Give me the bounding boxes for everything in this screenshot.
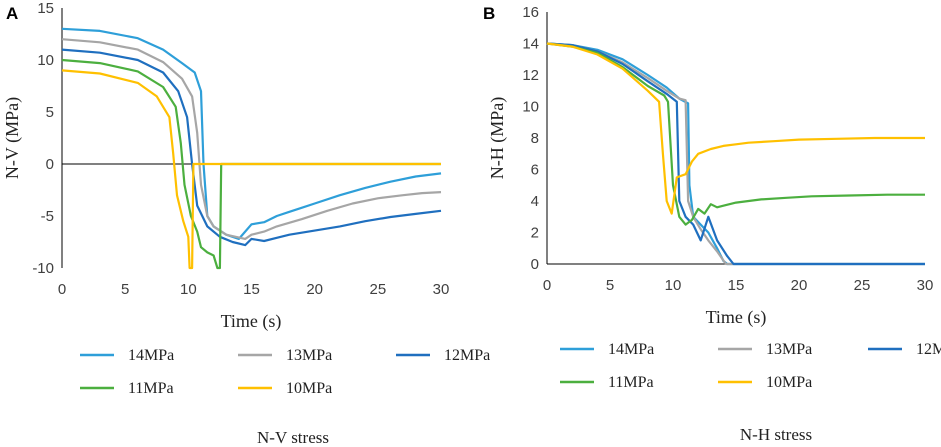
panel-a-y-tick-label: 10: [37, 52, 54, 69]
panel-a-series-11mpa: [61, 58, 441, 270]
panel-b-series-10mpa: [546, 42, 925, 215]
panel-a-x-axis-title: Time (s): [221, 311, 282, 332]
panel-b-y-tick-label: 10: [522, 99, 539, 116]
panel-a-caption: N-V stress: [257, 428, 329, 447]
panel-b-y-tick-label: 14: [522, 36, 539, 53]
panel-a-x-tick-label: 25: [369, 281, 386, 298]
panel-b-series: [546, 42, 925, 266]
panel-a-series-13mpa: [61, 38, 442, 240]
panel-a-x-tick-label: 5: [121, 281, 129, 298]
panel-b-x-tick-label: 10: [665, 277, 682, 294]
panel-a-y-tick-label: 5: [46, 104, 54, 121]
panel-b-y-tick-label: 12: [522, 67, 539, 84]
panel-b-y-axis-title: N-H (MPa): [487, 97, 508, 180]
panel-b-legend-label: 12MPa: [916, 341, 941, 358]
panel-a-legend-label: 14MPa: [128, 347, 174, 364]
panel-a-y-tick-label: 15: [37, 0, 54, 17]
panel-b-series-11mpa: [546, 42, 925, 226]
panel-a-letter: A: [6, 4, 18, 23]
panel-b-x-tick-label: 25: [854, 277, 871, 294]
panel-a-x-tick-label: 30: [433, 281, 450, 298]
panel-a-legend-label: 10MPa: [286, 380, 332, 397]
panel-a-legend-label: 13MPa: [286, 347, 332, 364]
panel-a-legend-label: 11MPa: [128, 380, 174, 397]
panel-b-series-14mpa: [546, 42, 925, 266]
panel-b-x-axis-title: Time (s): [706, 307, 767, 328]
panel-a-x-tick-label: 15: [243, 281, 260, 298]
panel-b-series-12mpa: [546, 42, 925, 266]
panel-a-x-tick-label: 0: [58, 281, 66, 298]
panel-a-series-14mpa: [61, 27, 442, 240]
panel-b-legend: 14MPa 13MPa 12MPa 11MPa 10MPa: [560, 341, 941, 391]
panel-a-y-tick-label: -10: [32, 260, 54, 277]
panel-a-y-tick-label: -5: [41, 208, 54, 225]
panel-b-axes: 0 2 4 6 8 10 12 14 16 0 5 10 15 20 25 30: [522, 4, 933, 294]
panel-a-x-tick-label: 20: [306, 281, 323, 298]
panel-a-y-tick-label: 0: [46, 156, 54, 173]
panel-a-y-axis-title: N-V (MPa): [2, 97, 23, 179]
panel-a-series-10mpa: [61, 69, 441, 270]
panel-b-y-tick-label: 8: [531, 130, 539, 147]
panel-b-x-tick-label: 30: [917, 277, 934, 294]
panel-b-x-tick-label: 20: [791, 277, 808, 294]
panel-b-legend-label: 10MPa: [766, 374, 812, 391]
panel-a-nv-chart: A -10 -5 0 5 10 15 0 5 10 15 20 25 30 Time (s) N-V (…: [2, 0, 490, 447]
panel-b-nh-chart: B 0 2 4 6 8 10 12 14 16 0 5 10 15 20 25 30 Time (s) N-H…: [483, 4, 941, 444]
panel-a-legend-label: 12MPa: [444, 347, 490, 364]
panel-a-x-tick-label: 10: [180, 281, 197, 298]
panel-b-y-tick-label: 4: [531, 193, 539, 210]
panel-b-series-13mpa: [546, 42, 925, 266]
panel-b-y-tick-label: 6: [531, 162, 539, 179]
panel-b-y-tick-label: 0: [531, 256, 539, 273]
panel-b-legend-label: 14MPa: [608, 341, 654, 358]
panel-b-legend-label: 11MPa: [608, 374, 654, 391]
panel-b-caption: N-H stress: [740, 425, 812, 444]
panel-b-letter: B: [483, 4, 495, 23]
panel-b-x-tick-label: 0: [543, 277, 551, 294]
panel-b-y-tick-label: 16: [522, 4, 539, 21]
panel-b-y-tick-label: 2: [531, 225, 539, 242]
panel-b-x-tick-label: 15: [728, 277, 745, 294]
panel-a-series: [61, 27, 442, 270]
panel-b-legend-label: 13MPa: [766, 341, 812, 358]
panel-a-series-12mpa: [61, 48, 442, 247]
panel-b-x-tick-label: 5: [606, 277, 614, 294]
panel-a-legend: 14MPa 13MPa 12MPa 11MPa 10MPa: [80, 347, 490, 397]
panel-a-axes: -10 -5 0 5 10 15 0 5 10 15 20 25 30: [32, 0, 449, 298]
